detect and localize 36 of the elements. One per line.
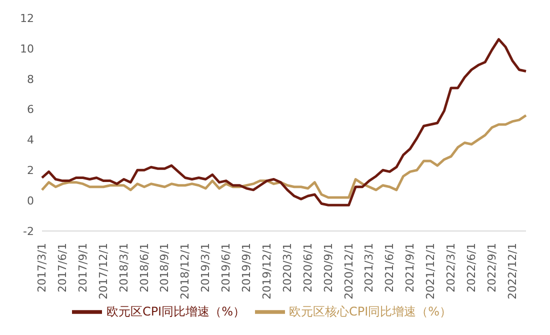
y-tick-label: 4 [27,134,34,147]
legend-label: 欧元区CPI同比增速（%） [106,304,245,318]
x-tick-label: 2021/12/1 [424,243,438,300]
x-tick-label: 2017/3/1 [36,243,48,292]
x-tick-label: 2022/6/1 [464,243,478,292]
x-tick-label: 2020/6/1 [301,243,314,292]
x-tick-label: 2022/12/1 [506,243,519,300]
x-tick-label: 2022/3/1 [444,243,458,292]
x-tick-label: 2020/9/1 [322,243,335,292]
y-tick-label: 2 [27,164,34,178]
x-tick-label: 2019/9/1 [240,243,254,292]
y-tick-label: 10 [20,42,34,56]
y-tick-label: 12 [20,12,34,25]
x-tick-label: 2017/12/1 [96,243,110,300]
y-tick-label: 0 [27,194,34,208]
x-tick-label: 2021/9/1 [404,243,417,292]
x-tick-label: 2021/6/1 [383,243,396,292]
x-tick-label: 2019/12/1 [260,243,274,300]
x-tick-label: 2020/12/1 [342,243,356,300]
x-tick-label: 2017/6/1 [56,243,69,292]
x-tick-label: 2021/3/1 [362,243,376,292]
x-tick-label: 2017/9/1 [76,243,90,292]
y-tick-label: -2 [23,224,34,238]
x-tick-label: 2020/3/1 [280,243,294,292]
x-tick-label: 2019/3/1 [199,243,212,292]
x-tick-label: 2018/6/1 [138,243,151,292]
y-tick-label: 8 [27,72,34,86]
x-tick-label: 2018/12/1 [178,243,192,300]
x-tick-label: 2018/3/1 [117,243,130,292]
x-tick-label: 2022/9/1 [485,243,498,292]
line-series [40,38,528,206]
line-series [40,114,528,199]
y-tick-label: 6 [27,103,34,116]
x-tick-label: 2018/9/1 [158,243,172,292]
legend-label: 欧元区核心CPI同比增速（%） [289,304,452,318]
x-tick-label: 2019/6/1 [220,243,233,292]
